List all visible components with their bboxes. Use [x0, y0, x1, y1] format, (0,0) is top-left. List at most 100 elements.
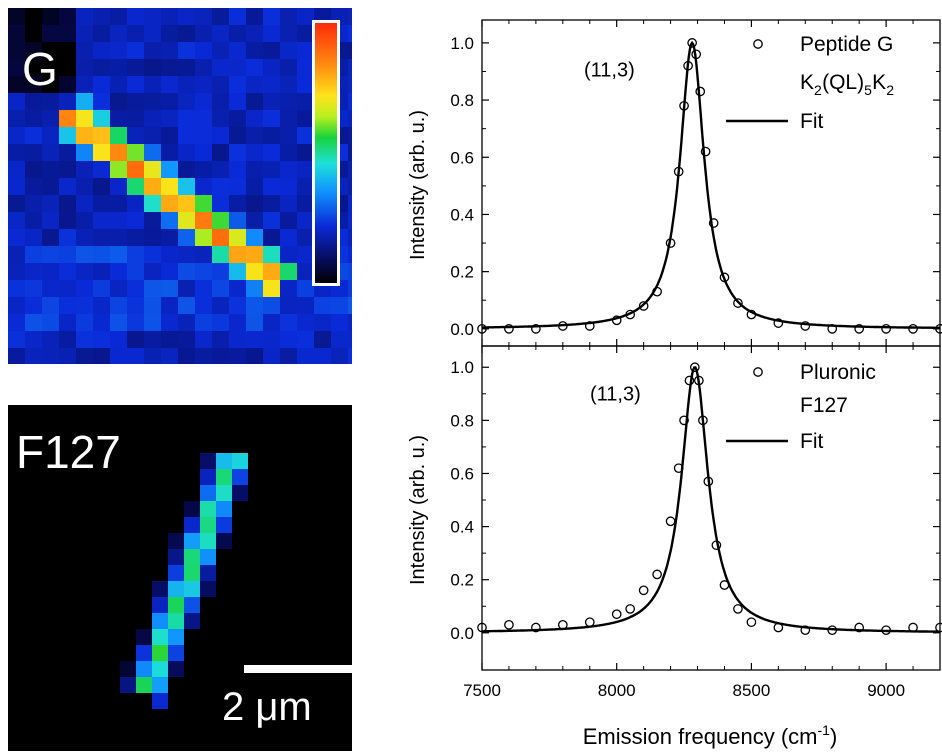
map-pixel [76, 229, 93, 246]
map-pixel [297, 195, 314, 212]
map-pixel [246, 314, 263, 331]
data-point [665, 238, 676, 248]
map-pixel [178, 76, 195, 93]
map-pixel [280, 59, 297, 76]
map-pixel [161, 8, 178, 25]
map-pixel [348, 59, 352, 76]
data-point [673, 166, 684, 177]
map-pixel [195, 314, 212, 331]
map-pixel [136, 677, 152, 693]
map-pixel [76, 263, 93, 280]
map-pixel [144, 76, 161, 93]
y-tick-label: 1.0 [450, 358, 474, 377]
map-pixel [280, 93, 297, 110]
map-pixel [8, 263, 25, 280]
map-pixel [59, 348, 76, 364]
data-point [673, 463, 684, 474]
map-pixel [263, 127, 280, 144]
map-pixel [263, 280, 280, 297]
map-pixel [152, 597, 168, 613]
map-pixel [297, 246, 314, 263]
map-pixel [136, 661, 152, 677]
y-tick-label: 0.4 [450, 205, 474, 224]
map-pixel [263, 144, 280, 161]
data-point [800, 625, 811, 636]
map-pixel [144, 42, 161, 59]
map-pixel [216, 485, 232, 501]
data-point [531, 622, 541, 633]
map-pixel [152, 645, 168, 661]
map-pixel [297, 25, 314, 42]
map-pixel [280, 161, 297, 178]
map-pixel [59, 161, 76, 178]
map-pixel [59, 93, 76, 110]
map-pixel [280, 195, 297, 212]
data-point [683, 60, 693, 71]
map-pixel [178, 348, 195, 364]
map-pixel [297, 127, 314, 144]
map-pixel [229, 42, 246, 59]
map-pixel [59, 314, 76, 331]
map-pixel [263, 229, 280, 246]
map-pixel [161, 76, 178, 93]
map-pixel [195, 195, 212, 212]
map-pixel [110, 42, 127, 59]
map-pixel [229, 178, 246, 195]
map-pixel [76, 212, 93, 229]
map-pixel [25, 127, 42, 144]
map-pixel [127, 76, 144, 93]
data-point [703, 476, 714, 487]
map-pixel [280, 76, 297, 93]
data-point [746, 617, 757, 628]
map-pixel [297, 229, 314, 246]
map-pixel [246, 59, 263, 76]
legend-data-label-line2: K2 (QL)5 K2 [800, 71, 894, 98]
map-pixel [8, 93, 25, 110]
data-point [827, 625, 838, 636]
map-pixel [297, 212, 314, 229]
map-pixel [93, 110, 110, 127]
data-point [694, 375, 704, 386]
map-pixel [161, 110, 178, 127]
map-pixel [280, 178, 297, 195]
map-pixel [93, 127, 110, 144]
data-point [719, 272, 730, 283]
map-pixel [229, 93, 246, 110]
map-pixel [42, 25, 59, 42]
map-pixel [178, 297, 195, 314]
map-pixel [178, 144, 195, 161]
map-pixel [229, 25, 246, 42]
map-pixel [216, 517, 232, 533]
map-pixel [314, 297, 331, 314]
map-pixel [229, 212, 246, 229]
plot-frame [481, 345, 941, 671]
map-pixel [8, 25, 25, 42]
map-pixel [348, 25, 352, 42]
legend-marker-data [753, 39, 763, 49]
map-pixel [76, 331, 93, 348]
map-pixel [195, 8, 212, 25]
map-pixel [127, 42, 144, 59]
map-pixel [229, 297, 246, 314]
map-pixel [76, 144, 93, 161]
map-pixel [152, 581, 168, 597]
data-point [881, 323, 891, 334]
legend-fit-label: Fit [800, 110, 823, 133]
map-pixel [263, 161, 280, 178]
map-pixel [195, 178, 212, 195]
map-pixel [246, 110, 263, 127]
map-pixel [195, 263, 212, 280]
map-pixel [212, 280, 229, 297]
map-pixel [127, 93, 144, 110]
intensity-map-peptide-g: G [8, 8, 352, 364]
map-pixel [110, 280, 127, 297]
data-point [854, 323, 865, 334]
map-pixel [297, 93, 314, 110]
data-point [695, 86, 706, 97]
map-pixel [59, 195, 76, 212]
map-pixel [178, 161, 195, 178]
map-pixel [178, 212, 195, 229]
map-pixel [297, 59, 314, 76]
map-pixel [110, 331, 127, 348]
data-point [700, 146, 711, 157]
